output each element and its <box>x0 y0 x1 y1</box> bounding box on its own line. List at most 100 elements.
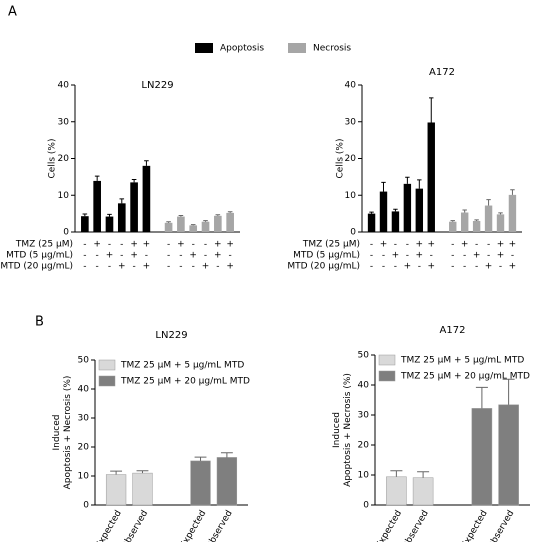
bar <box>484 205 493 232</box>
error-bar <box>190 224 196 226</box>
y-tick-label: 10 <box>345 191 357 201</box>
sign: - <box>167 240 170 250</box>
sign: + <box>214 240 222 250</box>
bar <box>105 474 127 506</box>
error-bar <box>450 220 455 222</box>
bar <box>508 194 517 232</box>
sign: - <box>463 251 466 261</box>
error-bar <box>194 456 207 461</box>
bar <box>164 222 173 232</box>
row-label: TMZ (25 µM) <box>15 240 73 250</box>
legend-swatch <box>195 43 213 53</box>
error-bar <box>462 209 467 213</box>
bar <box>427 122 435 232</box>
bar <box>412 477 434 506</box>
y-axis-label: Cells (%) <box>336 139 346 179</box>
sign: - <box>487 251 490 261</box>
y-tick-label: 0 <box>83 501 89 511</box>
error-bar <box>82 213 88 217</box>
y-axis-label: Apoptosis + Necrosis (%) <box>343 373 353 487</box>
legend-label: TMZ 25 µM + 5 µg/mL MTD <box>120 361 244 371</box>
sign: - <box>382 262 385 272</box>
bar <box>391 211 400 232</box>
error-bar <box>227 211 233 213</box>
x-tick-label: Expected <box>179 509 209 542</box>
sign: - <box>83 251 86 261</box>
bar <box>226 212 234 232</box>
y-tick-label: 30 <box>58 117 70 127</box>
sign: - <box>382 251 385 261</box>
error-bar <box>429 97 434 123</box>
error-bar <box>215 214 221 216</box>
bar <box>201 221 210 232</box>
bar <box>130 182 138 232</box>
chart-title: A172 <box>440 325 466 336</box>
sign: - <box>83 262 86 272</box>
x-tick-label: Observed <box>401 509 431 542</box>
bar <box>367 213 376 232</box>
legend-swatch <box>98 375 116 387</box>
sign: + <box>143 240 151 250</box>
error-bar <box>486 199 491 206</box>
error-bar <box>220 452 233 458</box>
bar <box>105 216 114 232</box>
y-axis-label: Induced <box>52 415 62 451</box>
error-bar <box>166 221 171 223</box>
sign: + <box>189 251 197 261</box>
bar <box>214 215 222 232</box>
sign: + <box>461 240 469 250</box>
y-tick-label: 0 <box>350 228 356 238</box>
bar <box>498 404 519 506</box>
error-bar <box>369 211 374 214</box>
sign: + <box>214 251 222 261</box>
sign: - <box>192 262 195 272</box>
sign: - <box>394 262 397 272</box>
sign: - <box>451 251 454 261</box>
sign: - <box>475 240 478 250</box>
sign: + <box>130 251 138 261</box>
sign: + <box>416 251 424 261</box>
y-tick-label: 50 <box>78 356 90 366</box>
sign: - <box>229 251 232 261</box>
sign: - <box>132 262 135 272</box>
error-bar <box>110 470 123 475</box>
bar <box>460 212 469 232</box>
bar <box>496 214 505 232</box>
row-label: MTD (5 µg/mL) <box>6 251 73 261</box>
sign: - <box>475 262 478 272</box>
sign: - <box>145 251 148 261</box>
error-bar <box>474 219 479 221</box>
y-tick-label: 40 <box>358 381 370 391</box>
sign: + <box>106 251 114 261</box>
error-bar <box>94 175 100 181</box>
sign: - <box>487 240 490 250</box>
sign: - <box>370 251 373 261</box>
error-bar <box>107 213 112 217</box>
y-tick-label: 10 <box>58 191 70 201</box>
sign: - <box>499 262 502 272</box>
sign: + <box>380 240 388 250</box>
sign: + <box>392 251 400 261</box>
sign: - <box>463 262 466 272</box>
sign: + <box>404 262 412 272</box>
bar <box>93 180 101 232</box>
y-tick-label: 40 <box>58 81 70 91</box>
sign: - <box>451 240 454 250</box>
sign: - <box>216 262 219 272</box>
error-bar <box>381 181 386 192</box>
bar <box>142 165 151 232</box>
y-tick-label: 10 <box>78 472 90 482</box>
legend-label: TMZ 25 µM + 20 µg/mL MTD <box>400 372 530 382</box>
error-bar <box>417 179 422 189</box>
sign: + <box>93 240 101 250</box>
row-label: MTD (5 µg/mL) <box>293 251 360 261</box>
error-bar <box>405 176 410 184</box>
chart-title: LN229 <box>141 80 173 91</box>
error-bar <box>119 198 125 204</box>
sign: + <box>427 262 435 272</box>
bar <box>449 221 457 232</box>
panel-label: A <box>8 5 17 20</box>
error-bar <box>131 178 137 183</box>
sign: - <box>204 251 207 261</box>
